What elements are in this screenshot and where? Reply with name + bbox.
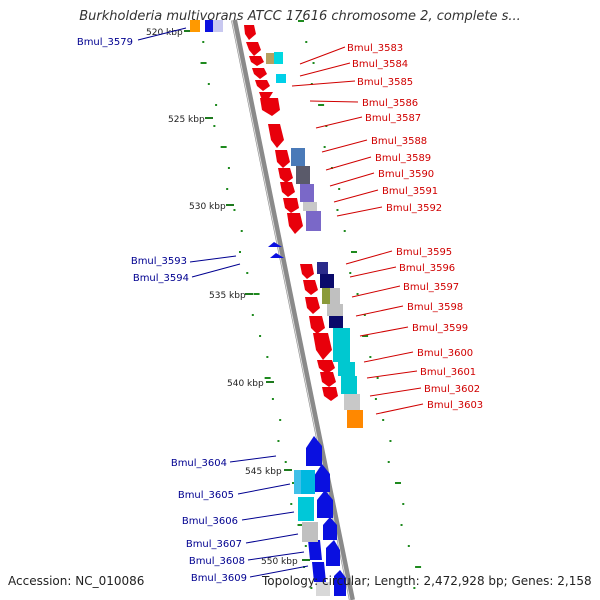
gc-dot [246,272,249,274]
gene-label[interactable]: Bmul_3593 [131,256,187,267]
gc-dot [336,209,339,211]
gc-dot [310,587,313,589]
gc-dot [290,503,293,505]
gene-label[interactable]: Bmul_3587 [365,113,421,124]
gc-dot [213,125,216,127]
gc-dot [259,335,262,337]
gc-dot [240,230,243,232]
gene-label[interactable]: Bmul_3591 [382,186,438,197]
gene-label[interactable]: Bmul_3603 [427,400,483,411]
scale-label-545: 545 kbp [245,467,282,477]
feature-boxes-right [266,52,363,428]
gc-dot [402,503,405,505]
gc-dot [323,146,326,148]
gc-dot [207,83,210,85]
gc-dot [415,566,422,568]
gene-label[interactable]: Bmul_3601 [420,367,476,378]
gene-label[interactable]: Bmul_3605 [178,490,234,501]
gc-dot [238,251,241,253]
gc-dot [387,461,390,463]
gene-label[interactable]: Bmul_3600 [417,348,473,359]
scale-label-530: 530 kbp [189,202,226,212]
gene-features-top [190,20,223,32]
gene-label[interactable]: Bmul_3597 [403,282,459,293]
gene-label[interactable]: Bmul_3585 [357,77,413,88]
gc-dot [400,524,403,526]
scale-label-525: 525 kbp [168,115,205,125]
gc-dot [226,188,229,190]
gc-dot [277,440,280,442]
gc-dot [220,146,227,148]
gc-dot [200,62,207,64]
gc-dot [233,209,236,211]
gc-dot [356,293,359,295]
gc-dot [253,293,260,295]
gene-label[interactable]: Bmul_3586 [362,98,418,109]
gene-label[interactable]: Bmul_3595 [396,247,452,258]
gene-label[interactable]: Bmul_3584 [352,59,408,70]
gc-dot [202,41,205,43]
gene-label[interactable]: Bmul_3588 [371,136,427,147]
accession-label: Accession: NC_010086 [8,574,145,588]
scale-label-535: 535 kbp [209,291,246,301]
gene-label[interactable]: Bmul_3589 [375,153,431,164]
gc-dot [374,398,377,400]
gc-dot [382,419,385,421]
leader-lines-left [137,27,309,578]
scale-label-550: 550 kbp [261,557,298,567]
gc-dot [389,440,392,442]
map-title: Burkholderia multivorans ATCC 17616 chro… [79,9,521,24]
leader-lines-right [291,46,424,415]
gc-dot [304,545,307,547]
gc-dot [338,188,341,190]
gene-label[interactable]: Bmul_3583 [347,43,403,54]
gc-dot [376,377,379,379]
gene-label[interactable]: Bmul_3579 [77,37,133,48]
gene-label[interactable]: Bmul_3602 [424,384,480,395]
gc-dot [318,104,325,106]
gene-label[interactable]: Bmul_3592 [386,203,442,214]
gc-dot [343,230,346,232]
gene-label[interactable]: Bmul_3608 [189,556,245,567]
gc-dot [407,545,410,547]
gc-dot [266,356,269,358]
gc-dot [284,461,287,463]
gene-label[interactable]: Bmul_3590 [378,169,434,180]
gene-label[interactable]: Bmul_3594 [133,273,189,284]
gc-dot [305,41,308,43]
gene-label[interactable]: Bmul_3598 [407,302,463,313]
gc-dot [264,377,271,379]
gene-labels-left: Bmul_3579 Bmul_3593 Bmul_3594 Bmul_3604 … [77,37,247,584]
gc-dot [363,314,366,316]
gc-dot [413,587,416,589]
gene-label[interactable]: Bmul_3606 [182,516,238,527]
gc-dot [350,251,357,253]
gc-dot [215,104,218,106]
forward-strand-genes [244,25,338,401]
gene-label[interactable]: Bmul_3607 [186,539,242,550]
gc-dot [394,482,401,484]
gc-dot [297,524,304,526]
gene-label[interactable]: Bmul_3604 [171,458,227,469]
reverse-strand-genes [268,242,346,596]
scale-label-540: 540 kbp [227,379,264,389]
gene-label[interactable]: Bmul_3609 [191,573,247,584]
gc-dot [271,398,274,400]
gc-dot [349,272,352,274]
topology-summary: Topology: circular; Length: 2,472,928 bp… [262,574,592,588]
gene-labels-right: Bmul_3583 Bmul_3584 Bmul_3585 Bmul_3586 … [347,43,483,411]
gc-dot [279,419,282,421]
gc-dot [291,482,294,484]
feature-boxes-left [294,470,330,596]
gc-dot [298,20,304,22]
gene-label[interactable]: Bmul_3599 [412,323,468,334]
gc-dot [312,62,315,64]
gc-dot [227,167,230,169]
gc-dot [362,335,369,337]
gc-dot [251,314,254,316]
gc-dot [369,356,372,358]
gene-label[interactable]: Bmul_3596 [399,263,455,274]
